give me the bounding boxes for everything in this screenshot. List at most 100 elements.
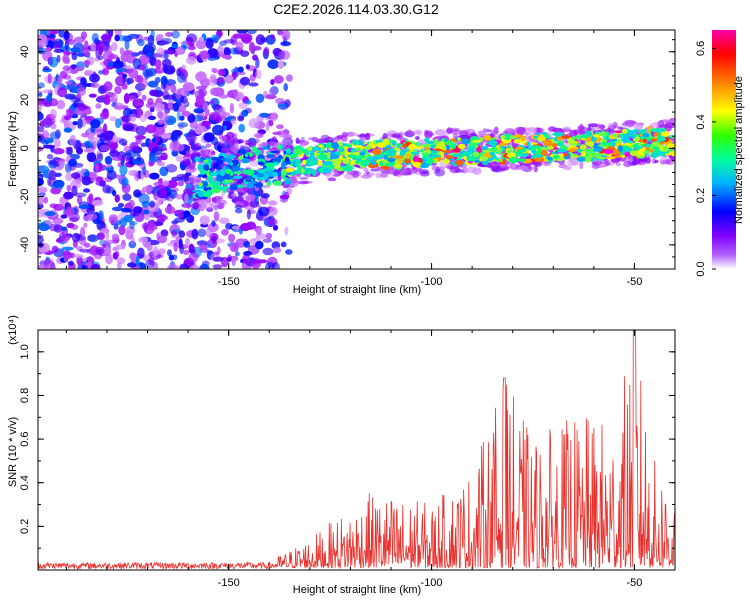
spectrogram-frame <box>37 29 676 270</box>
spectrogram-noise-blob <box>234 251 240 257</box>
spectrogram-band-halo <box>348 132 357 137</box>
spectrogram-noise-blob <box>62 54 70 64</box>
spectrogram-noise-blob <box>149 155 159 163</box>
spectrogram-noise-blob <box>145 138 150 148</box>
spectrogram-noise-blob <box>62 250 72 260</box>
spectrogram-band-blob <box>319 150 324 154</box>
spectrogram-noise-blob <box>153 133 159 138</box>
spectrogram-band-blob <box>660 130 670 138</box>
spectrogram-noise-blob <box>76 87 86 96</box>
spectrogram-band-halo <box>419 171 430 177</box>
spectrogram-band-blob <box>199 157 206 161</box>
spectrogram-noise-blob <box>116 67 127 72</box>
spectrogram-band-halo <box>299 176 309 180</box>
spectrogram-noise-blob <box>212 256 224 262</box>
spectrogram-band-halo <box>272 136 277 142</box>
spectrogram-band-blob <box>383 154 389 160</box>
spectrogram-noise-blob <box>112 93 118 104</box>
figure-title: C2E2.2026.114.03.30.G12 <box>273 1 439 17</box>
spectrogram-noise-blob <box>245 64 250 70</box>
spectrogram-noise-blob <box>123 93 130 104</box>
spectrogram-band-blob <box>398 157 403 165</box>
spectrogram-band-blob <box>346 143 353 148</box>
spectrogram-band-halo <box>411 167 418 174</box>
spectrogram-band-halo <box>242 200 249 207</box>
spectrogram-noise-blob <box>277 60 284 70</box>
spectrogram-band-halo <box>651 157 657 165</box>
spectrogram-noise-blob <box>208 112 221 121</box>
spectrogram-noise-blob <box>173 242 178 252</box>
spectrogram-noise-blob <box>147 223 158 231</box>
spectrogram-band-blob <box>256 173 265 178</box>
spectrogram-y-tick-label: 20 <box>19 94 31 106</box>
spectrogram-noise-blob <box>38 136 43 142</box>
spectrogram-noise-blob <box>244 107 252 114</box>
spectrogram-noise-blob <box>178 230 186 238</box>
spectrogram-band-halo <box>307 137 318 141</box>
spectrogram-band-halo <box>504 128 516 135</box>
spectrogram-noise-blob <box>77 51 84 56</box>
colorbar-label: Normalized spectral amplitude <box>733 76 745 224</box>
spectrogram-band-blob <box>602 142 607 146</box>
spectrogram-noise-blob <box>205 227 213 238</box>
spectrogram-band-halo <box>281 137 290 143</box>
snr-y-tick-label: 0.4 <box>19 475 31 490</box>
spectrogram-band-blob <box>629 150 640 156</box>
spectrogram-band-halo <box>633 124 644 130</box>
colorbar-ticks: 0.0 0.2 0.4 0.6 <box>695 41 716 277</box>
spectrogram-band-blob <box>553 155 560 160</box>
spectrogram-noise-blob <box>65 172 73 181</box>
spectrogram-band-halo <box>493 130 499 136</box>
spectrogram-band-halo <box>365 132 371 141</box>
spectrogram-band-blob <box>500 135 506 138</box>
spectrogram-noise-blob <box>252 257 261 265</box>
spectrogram-band-blob <box>322 167 331 174</box>
spectrogram-noise-blob <box>114 34 120 42</box>
spectrogram-band-blob <box>514 134 522 138</box>
spectrogram-noise-blob <box>168 189 178 199</box>
spectrogram-noise-blob <box>102 34 112 40</box>
spectrogram-band-blob <box>533 135 539 139</box>
spectrogram-band-halo <box>608 124 617 130</box>
spectrogram-band-halo <box>382 133 388 141</box>
spectrogram-noise-blob <box>223 125 228 130</box>
spectrogram-band-blob <box>645 143 651 148</box>
spectrogram-noise-blob <box>199 243 207 251</box>
spectrogram-noise-blob <box>179 244 185 255</box>
colorbar: 0.0 0.2 0.4 0.6 Normalized spectral amplitu… <box>695 30 745 277</box>
spectrogram-noise-blob <box>39 120 45 127</box>
spectrogram-band-halo <box>657 120 665 129</box>
spectrogram-noise-blob <box>43 66 50 71</box>
spectrogram-band-halo <box>375 172 383 179</box>
spectrogram-noise-blob <box>77 118 83 129</box>
spectrogram-noise-blob <box>211 220 216 227</box>
spectrogram-noise-blob <box>51 245 59 253</box>
spectrogram-band-blob <box>653 132 659 137</box>
spectrogram-noise-blob <box>69 216 79 223</box>
spectrogram-noise-blob <box>145 102 157 109</box>
spectrogram-band-blob <box>457 143 466 150</box>
spectrogram-band-blob <box>614 130 623 134</box>
spectrogram-noise-blob <box>53 49 65 53</box>
spectrogram-band-blob <box>621 135 630 143</box>
spectrogram-noise-blob <box>238 123 245 133</box>
spectrogram-noise-blob <box>141 94 147 101</box>
spectrogram-noise-blob <box>138 193 150 205</box>
spectrogram-band-blob <box>412 161 422 167</box>
spectrogram-band-blob <box>255 181 263 189</box>
spectrogram-band-blob <box>592 152 603 158</box>
spectrogram-band-blob <box>251 174 257 179</box>
spectrogram-band-blob <box>650 151 659 159</box>
spectrogram-band-blob <box>291 170 296 176</box>
spectrogram-noise-blob <box>63 115 71 121</box>
spectrogram-noise-blob <box>160 75 168 86</box>
spectrogram-noise-blob <box>47 73 52 84</box>
spectrogram-band-halo <box>668 117 675 124</box>
spectrogram-band-blob <box>199 169 207 175</box>
spectrogram-noise-blob <box>44 47 52 52</box>
spectrogram-noise-blob <box>115 174 122 179</box>
spectrogram-noise-blob <box>217 45 224 55</box>
spectrogram-noise-blob <box>210 87 220 96</box>
spectrogram-band-blob <box>503 133 512 140</box>
spectrogram-band-blob <box>382 138 391 146</box>
